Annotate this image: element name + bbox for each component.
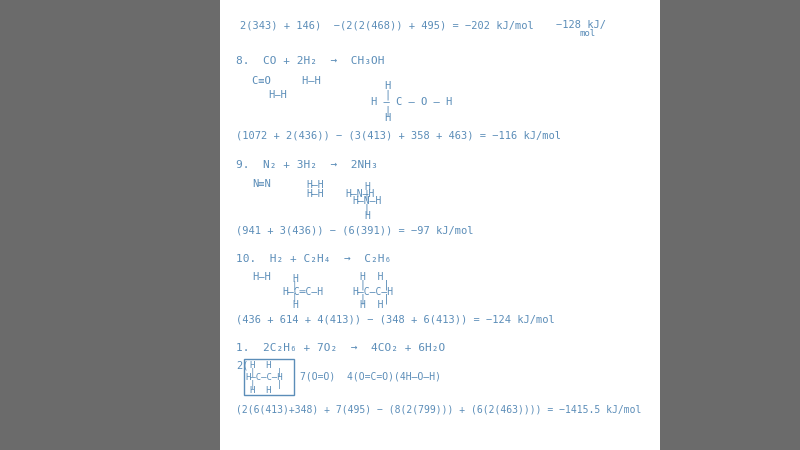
- Text: 2(343) + 146)  −(2(2(468)) + 495) = −202 kJ/mol: 2(343) + 146) −(2(2(468)) + 495) = −202 …: [240, 20, 534, 30]
- Text: (941 + 3(436)) − (6(391)) = −97 kJ/mol: (941 + 3(436)) − (6(391)) = −97 kJ/mol: [236, 226, 474, 236]
- Text: H: H: [292, 300, 298, 310]
- Text: 9.  N₂ + 3H₂  →  2NH₃: 9. N₂ + 3H₂ → 2NH₃: [236, 160, 378, 170]
- Text: 1.  2C₂H₆ + 7O₂  →  4CO₂ + 6H₂O: 1. 2C₂H₆ + 7O₂ → 4CO₂ + 6H₂O: [236, 343, 446, 353]
- Text: 7(O=O)  4(O=C=O)(4H–O–H): 7(O=O) 4(O=C=O)(4H–O–H): [300, 371, 441, 381]
- Text: 8.  CO + 2H₂  →  CH₃OH: 8. CO + 2H₂ → CH₃OH: [236, 56, 385, 66]
- Text: |: |: [384, 90, 390, 100]
- Text: |: |: [292, 293, 298, 302]
- Text: H: H: [384, 81, 390, 91]
- Text: H  H: H H: [360, 272, 383, 282]
- Text: H: H: [292, 274, 298, 284]
- Text: H: H: [364, 211, 370, 220]
- Text: H  H: H H: [360, 300, 383, 310]
- Text: H: H: [384, 113, 390, 123]
- Text: H–H: H–H: [268, 90, 286, 100]
- Text: C≡O     H–H: C≡O H–H: [252, 76, 321, 86]
- Bar: [220, 0, 660, 450]
- Text: H–C═C–H: H–C═C–H: [282, 287, 323, 297]
- Text: |    |: | |: [250, 380, 282, 389]
- Text: H  H: H H: [250, 361, 271, 370]
- Text: mol: mol: [580, 29, 596, 38]
- Text: 2(: 2(: [236, 361, 249, 371]
- Text: H – C – O – H: H – C – O – H: [371, 97, 453, 107]
- Text: |   |: | |: [360, 280, 390, 290]
- Text: H–C–C–H: H–C–C–H: [246, 374, 283, 382]
- Text: H–N–H: H–N–H: [346, 189, 375, 199]
- Text: |   |: | |: [360, 293, 390, 304]
- Text: |: |: [292, 281, 298, 290]
- Text: H: H: [364, 182, 370, 192]
- Text: |: |: [364, 203, 370, 214]
- Text: H–H: H–H: [306, 189, 324, 199]
- Text: 10.  H₂ + C₂H₄  →  C₂H₆: 10. H₂ + C₂H₄ → C₂H₆: [236, 254, 391, 264]
- Text: H–C–C–H: H–C–C–H: [352, 287, 393, 297]
- Text: H–N–H: H–N–H: [352, 196, 382, 206]
- Text: (2(6(413)+348) + 7(495) − (8(2(799))) + (6(2(463)))) = −1415.5 kJ/mol: (2(6(413)+348) + 7(495) − (8(2(799))) + …: [236, 404, 642, 414]
- Text: |    |: | |: [250, 368, 282, 377]
- Text: N≡N: N≡N: [252, 179, 270, 189]
- Text: |: |: [384, 106, 390, 116]
- Text: −128 kJ/: −128 kJ/: [556, 20, 606, 30]
- Text: H–H: H–H: [252, 272, 270, 282]
- Text: (1072 + 2(436)) − (3(413) + 358 + 463) = −116 kJ/mol: (1072 + 2(436)) − (3(413) + 358 + 463) =…: [236, 130, 561, 140]
- Text: (436 + 614 + 4(413)) − (348 + 6(413)) = −124 kJ/mol: (436 + 614 + 4(413)) − (348 + 6(413)) = …: [236, 315, 554, 325]
- Text: |: |: [364, 190, 370, 200]
- Text: H  H: H H: [250, 386, 271, 395]
- Text: H–H: H–H: [306, 180, 324, 190]
